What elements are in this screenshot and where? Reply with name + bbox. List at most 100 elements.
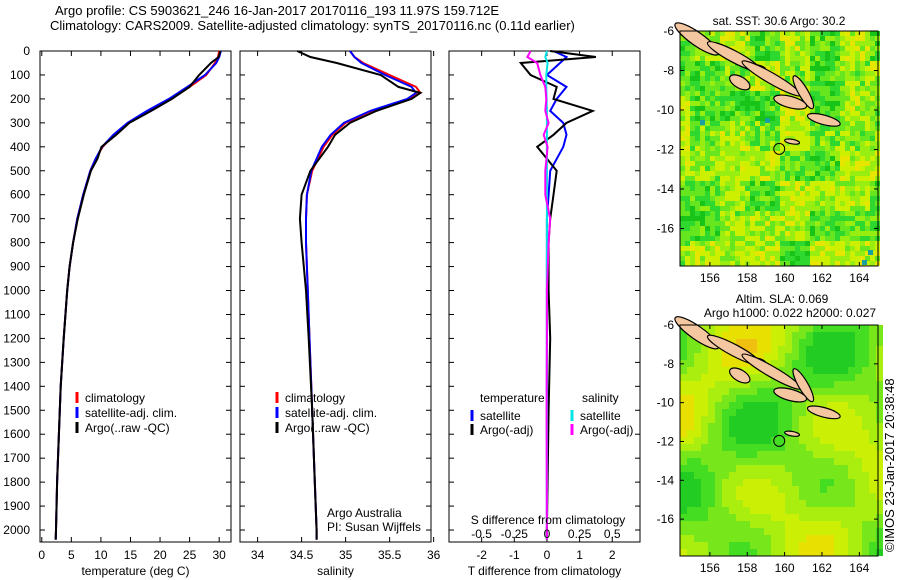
map-cell <box>800 111 805 116</box>
map-cell <box>757 346 764 353</box>
map-cell <box>855 121 860 126</box>
map-cell <box>755 211 760 216</box>
map-cell <box>745 166 750 171</box>
map-cell <box>840 216 845 221</box>
map-cell <box>855 161 860 166</box>
map-cell <box>862 325 869 332</box>
map-cell <box>695 121 700 126</box>
map-cell <box>845 156 850 161</box>
map-cell <box>795 46 800 51</box>
map-cell <box>730 36 735 41</box>
map-cell <box>764 402 771 409</box>
map-cell <box>830 156 835 161</box>
map-cell <box>771 353 778 360</box>
map-cell <box>778 381 785 388</box>
map-cell <box>725 166 730 171</box>
map-cell <box>845 91 850 96</box>
map-cell <box>780 51 785 56</box>
map-cell <box>845 186 850 191</box>
map-cell <box>848 339 855 346</box>
map-cell <box>820 186 825 191</box>
credit-line1: Argo Australia <box>327 506 402 520</box>
map-cell <box>827 451 834 458</box>
map-cell <box>736 472 743 479</box>
map-cell <box>865 161 870 166</box>
map-cell <box>876 458 883 465</box>
map-cell <box>805 71 810 76</box>
map-cell <box>775 111 780 116</box>
map-cell <box>680 41 685 46</box>
map-cell <box>729 423 736 430</box>
map-cell <box>830 76 835 81</box>
map-cell <box>700 196 705 201</box>
map-cell <box>841 437 848 444</box>
map-cell <box>862 549 869 556</box>
copyright-text: ©IMOS 23-Jan-2017 20:38:48 <box>882 378 897 552</box>
map-cell <box>770 241 775 246</box>
map-cell <box>745 101 750 106</box>
map-cell <box>690 261 695 266</box>
map-cell <box>869 395 876 402</box>
map-cell <box>825 256 830 261</box>
map-cell <box>715 126 720 131</box>
map-cell <box>870 86 875 91</box>
map-cell <box>790 246 795 251</box>
map-cell <box>840 91 845 96</box>
map-frame <box>679 324 879 557</box>
map-cell <box>765 211 770 216</box>
map-cell <box>785 465 792 472</box>
map-cell <box>785 528 792 535</box>
map-cell <box>825 151 830 156</box>
map-cell <box>780 136 785 141</box>
map-cell <box>840 176 845 181</box>
map-cell <box>720 171 725 176</box>
map-cell <box>720 141 725 146</box>
map-cell <box>848 423 855 430</box>
map-cell <box>830 151 835 156</box>
map-cell <box>855 353 862 360</box>
map-cell <box>865 71 870 76</box>
map-cell <box>840 76 845 81</box>
map-cell <box>771 402 778 409</box>
map-cell <box>876 521 883 528</box>
map-cell <box>694 542 701 549</box>
map-cell <box>764 493 771 500</box>
map-cell <box>840 151 845 156</box>
map-cell <box>687 528 694 535</box>
map-cell <box>740 71 745 76</box>
map-cell <box>800 216 805 221</box>
map-cell <box>850 186 855 191</box>
map-cell <box>820 423 827 430</box>
map-cell <box>785 332 792 339</box>
map-cell <box>690 131 695 136</box>
map-cell <box>820 241 825 246</box>
map-cell <box>840 71 845 76</box>
legend-label: Argo(-adj) <box>580 423 633 437</box>
map-cell <box>685 61 690 66</box>
x-tick-label: 2 <box>609 548 616 562</box>
map-cell <box>795 216 800 221</box>
map-cell <box>680 76 685 81</box>
map-cell <box>755 251 760 256</box>
map-cell <box>730 61 735 66</box>
map-cell <box>834 549 841 556</box>
map-cell <box>757 528 764 535</box>
map-cell <box>795 111 800 116</box>
map-cell <box>722 360 729 367</box>
map-cell <box>680 111 685 116</box>
map-cell <box>680 430 687 437</box>
map-cell <box>755 196 760 201</box>
map-cell <box>795 131 800 136</box>
map-cell <box>722 472 729 479</box>
map-cell <box>850 91 855 96</box>
map-cell <box>680 46 685 51</box>
map-cell <box>690 76 695 81</box>
map-cell <box>680 409 687 416</box>
map-cell <box>810 41 815 46</box>
map-cell <box>825 201 830 206</box>
map-cell <box>695 146 700 151</box>
lat-tick-label: -16 <box>657 512 675 526</box>
map-cell <box>770 181 775 186</box>
map-cell <box>850 56 855 61</box>
